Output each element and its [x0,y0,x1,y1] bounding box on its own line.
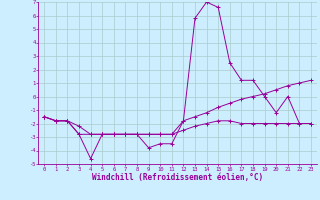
X-axis label: Windchill (Refroidissement éolien,°C): Windchill (Refroidissement éolien,°C) [92,173,263,182]
